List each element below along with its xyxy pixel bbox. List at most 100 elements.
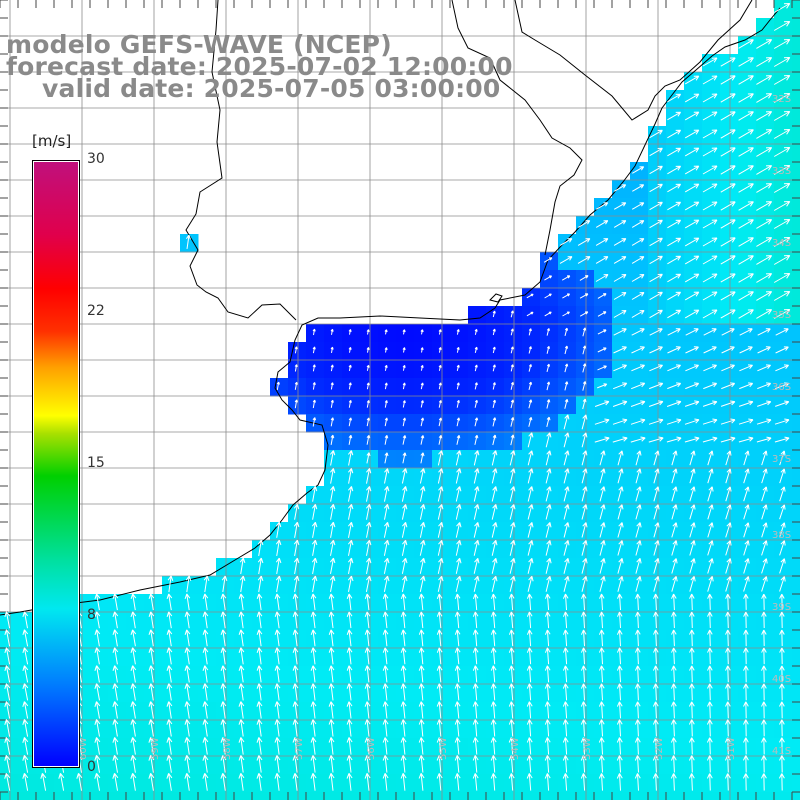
wind-speed-cell	[522, 378, 541, 397]
wind-speed-cell	[540, 504, 559, 523]
wind-speed-cell	[702, 126, 721, 145]
wind-speed-cell	[576, 504, 595, 523]
wind-speed-cell	[216, 630, 235, 649]
wind-speed-cell	[144, 756, 163, 775]
wind-speed-cell	[648, 432, 667, 451]
wind-speed-cell	[432, 774, 451, 793]
wind-vector-arrow	[94, 665, 101, 683]
wind-vector-arrow	[649, 309, 663, 319]
wind-speed-cell	[612, 252, 631, 271]
wind-speed-cell	[684, 180, 703, 199]
wind-vector-arrow	[490, 665, 497, 683]
wind-speed-cell	[360, 702, 379, 721]
wind-vector-arrow	[366, 486, 372, 502]
wind-vector-arrow	[294, 364, 298, 372]
wind-speed-cell	[792, 396, 800, 415]
wind-speed-cell	[378, 576, 397, 595]
wind-speed-cell	[72, 792, 91, 800]
wind-vector-arrow	[684, 418, 700, 425]
wind-speed-cell	[738, 396, 757, 415]
wind-speed-cell	[378, 630, 397, 649]
wind-speed-cell	[594, 198, 613, 217]
wind-vector-arrow	[364, 719, 371, 737]
wind-vector-arrow	[721, 346, 735, 354]
wind-speed-cell	[396, 594, 415, 613]
wind-vector-arrow	[256, 719, 263, 737]
colorbar-tick-0: 0	[87, 759, 96, 775]
wind-speed-cell	[396, 630, 415, 649]
wind-vector-arrow	[720, 147, 736, 157]
wind-speed-cell	[540, 306, 559, 325]
wind-vector-arrow	[364, 755, 371, 773]
wind-vector-arrow	[364, 629, 371, 647]
wind-speed-cell	[180, 774, 199, 793]
wind-vector-arrow	[184, 593, 191, 611]
wind-vector-arrow	[22, 629, 29, 647]
wind-speed-cell	[144, 594, 163, 613]
wind-vector-arrow	[509, 575, 516, 592]
wind-vector-arrow	[437, 575, 444, 592]
wind-speed-cell	[468, 684, 487, 703]
wind-speed-cell	[540, 576, 559, 595]
wind-vector-arrow	[689, 504, 696, 520]
wind-vector-arrow	[648, 400, 664, 407]
wind-vector-arrow	[220, 755, 227, 773]
wind-vector-arrow	[419, 539, 426, 556]
wind-speed-cell	[558, 594, 577, 613]
wind-vector-arrow	[612, 436, 628, 443]
wind-vector-arrow	[544, 647, 551, 665]
wind-vector-arrow	[292, 647, 299, 665]
wind-vector-arrow	[328, 611, 335, 629]
latitude-label: 41S	[772, 746, 791, 757]
wind-vector-arrow	[454, 737, 461, 755]
wind-speed-cell	[612, 342, 631, 361]
wind-speed-cell	[666, 270, 685, 289]
wind-vector-arrow	[653, 629, 659, 647]
wind-speed-cell	[468, 594, 487, 613]
wind-vector-arrow	[438, 382, 442, 390]
wind-speed-cell	[594, 234, 613, 253]
wind-speed-cell	[234, 720, 253, 739]
wind-speed-cell	[774, 540, 793, 559]
wind-speed-cell	[630, 360, 649, 379]
wind-speed-cell	[774, 342, 793, 361]
wind-vector-arrow	[348, 521, 354, 538]
wind-speed-cell	[738, 702, 757, 721]
wind-speed-cell	[558, 612, 577, 631]
wind-vector-arrow	[546, 345, 550, 354]
wind-vector-arrow	[725, 593, 731, 610]
wind-speed-cell	[630, 216, 649, 235]
wind-vector-arrow	[473, 486, 480, 502]
wind-vector-arrow	[238, 665, 245, 683]
wind-speed-cell	[432, 396, 451, 415]
wind-vector-arrow	[418, 773, 425, 791]
wind-speed-cell	[738, 558, 757, 577]
wind-vector-arrow	[148, 773, 155, 791]
wind-vector-arrow	[563, 504, 570, 520]
wind-vector-arrow	[454, 701, 461, 719]
wind-vector-arrow	[562, 647, 569, 665]
wind-speed-cell	[486, 558, 505, 577]
wind-speed-cell	[306, 738, 325, 757]
wind-speed-cell	[684, 288, 703, 307]
wind-speed-cell	[702, 630, 721, 649]
wind-vector-arrow	[528, 399, 533, 409]
wind-vector-arrow	[599, 540, 606, 556]
wind-speed-cell	[198, 594, 217, 613]
wind-speed-cell	[540, 270, 559, 289]
wind-speed-cell	[342, 792, 361, 800]
wind-vector-arrow	[472, 683, 479, 701]
wind-speed-cell	[612, 612, 631, 631]
wind-vector-arrow	[617, 522, 624, 538]
wind-vector-arrow	[328, 719, 335, 737]
wind-speed-cell	[468, 756, 487, 775]
wind-speed-cell	[432, 612, 451, 631]
wind-vector-arrow	[312, 504, 318, 520]
wind-vector-arrow	[617, 575, 624, 592]
wind-speed-cell	[396, 648, 415, 667]
wind-vector-arrow	[382, 647, 389, 665]
wind-vector-arrow	[202, 701, 209, 719]
wind-speed-cell	[792, 486, 800, 505]
wind-speed-cell	[738, 684, 757, 703]
wind-speed-cell	[324, 324, 343, 343]
